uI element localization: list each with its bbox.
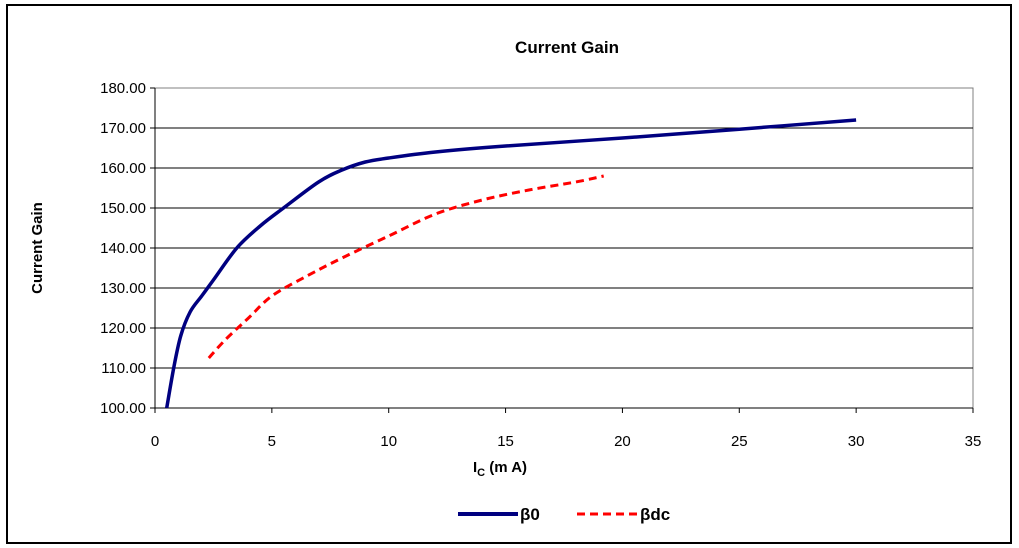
y-tick-label: 160.00 [100,160,146,177]
y-tick-label: 180.00 [100,80,146,97]
x-axis-label-main: I [473,459,477,476]
legend-label-betadc: βdc [640,505,670,524]
x-tick-label: 15 [497,433,514,450]
x-tick-label: 5 [268,433,276,450]
legend-label-beta0: β0 [520,505,540,524]
series-line-beta0 [164,118,857,409]
x-axis-label-sub: C [477,467,485,479]
x-tick-label: 20 [614,433,631,450]
series-line-betadc [207,174,605,360]
x-axis-label-rest: (m A) [485,459,527,476]
x-tick-label: 25 [731,433,748,450]
y-tick-label: 170.00 [100,120,146,137]
y-tick-label: 100.00 [100,400,146,417]
y-tick-label: 140.00 [100,240,146,257]
plot-area: 100.00 110.00 120.00 130.00 140.00 150.00 160.… [100,80,981,450]
x-tick-label: 0 [151,433,159,450]
y-tick-label: 150.00 [100,200,146,217]
x-tick-label: 10 [380,433,397,450]
y-tick-label: 130.00 [100,280,146,297]
x-tick-label: 30 [848,433,865,450]
legend: β0 βdc [458,505,670,524]
x-tick-label: 35 [965,433,982,450]
y-axis-label: Current Gain [29,202,46,294]
y-tick-label: 110.00 [101,360,146,377]
y-tick-label: 120.00 [100,320,146,337]
x-axis-label: IC (m A) [473,459,527,479]
chart-title: Current Gain [515,38,619,57]
